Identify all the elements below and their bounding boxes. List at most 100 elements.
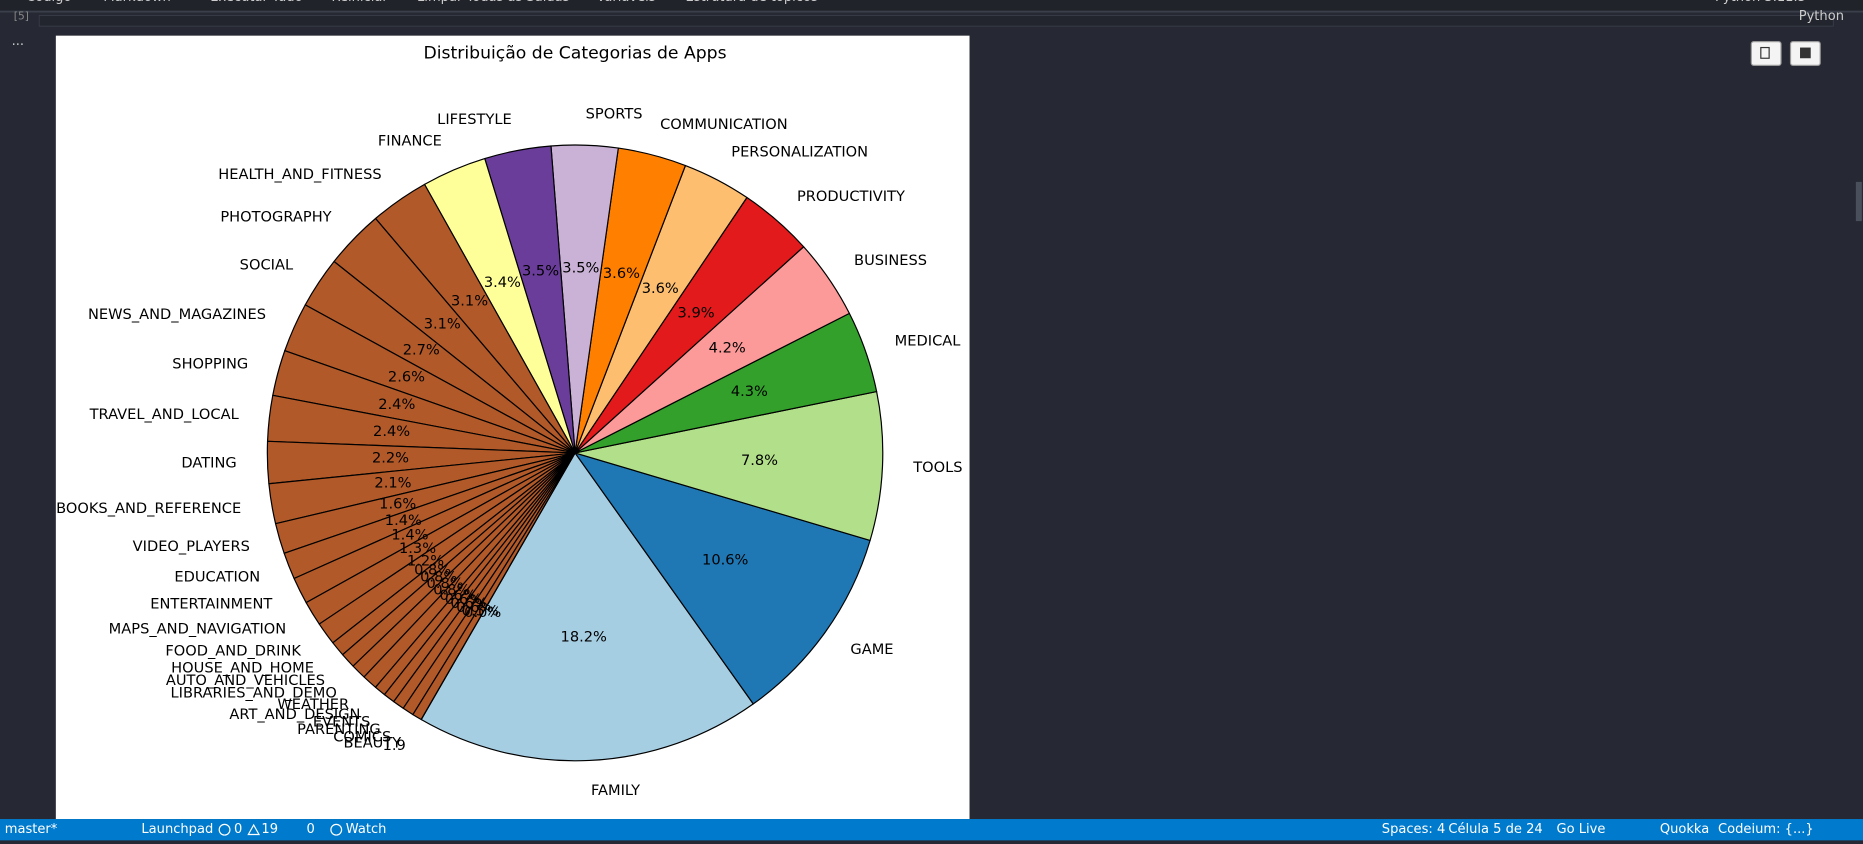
copy-button[interactable]: [1750, 41, 1782, 66]
slice-label: PERSONALIZATION: [731, 143, 868, 160]
percent-label: 1.2%: [407, 552, 444, 569]
branch[interactable]: master*: [5, 822, 58, 837]
slice-label: EDUCATION: [174, 568, 260, 585]
percent-label: 0.8%: [427, 575, 464, 592]
warning-icon: [247, 823, 261, 836]
pie-slice: [574, 452, 871, 705]
code-cell[interactable]: [38, 15, 1834, 27]
percent-label: 0.8%: [420, 568, 457, 585]
slice-label: AUTO_AND_VEHICLES: [166, 672, 325, 689]
bottom-edge: [0, 840, 1863, 844]
percent-label: 0.0%: [464, 604, 501, 621]
slice-label: BEAUTY: [343, 735, 401, 752]
percent-label: 0.6%: [451, 595, 488, 612]
slice-label: FAMILY: [591, 782, 640, 799]
pie-slice: [420, 452, 576, 721]
slice-label: SPORTS: [586, 105, 643, 122]
slice-label: MEDICAL: [895, 332, 962, 349]
slice-label: TRAVEL_AND_LOCAL: [89, 406, 240, 423]
quokka[interactable]: Quokka: [1660, 822, 1709, 837]
percent-label: 7.8%: [741, 452, 778, 469]
launchpad[interactable]: Launchpad: [141, 822, 213, 837]
watch-icon: [330, 823, 343, 836]
cell-position[interactable]: Célula 5 de 24: [1448, 822, 1542, 837]
port-count[interactable]: 0: [307, 822, 315, 837]
percent-label: 4.2%: [709, 339, 746, 356]
percent-label: 3.9%: [678, 304, 715, 321]
percent-label: 3.1%: [424, 316, 461, 333]
slice-label: GAME: [850, 641, 893, 658]
toolbar-items: Código Markdown Executar Tudo Reiniciar Limp…: [26, 0, 818, 5]
warning-count[interactable]: 19: [261, 822, 278, 837]
slice-label: TOOLS: [912, 459, 962, 476]
slice-label: FOOD_AND_DRINK: [165, 643, 301, 660]
slice-label: EVENTS: [313, 714, 371, 731]
chart-title: Distribuição de Categorias de Apps: [424, 43, 727, 63]
slice-label: VIDEO_PLAYERS: [133, 538, 250, 555]
slice-label: BOOKS_AND_REFERENCE: [56, 500, 241, 517]
percent-label: 0.6%: [456, 599, 493, 616]
percent-label: 3.4%: [484, 274, 521, 291]
toolbar-item[interactable]: Variáveis: [596, 0, 655, 5]
percent-label: 1.4%: [385, 512, 422, 529]
percent-label: 4.3%: [731, 383, 768, 400]
status-bar: [0, 819, 1863, 841]
slice-label: FINANCE: [378, 133, 442, 150]
percent-label: 3.6%: [603, 265, 640, 282]
output-menu[interactable]: ...: [12, 34, 24, 49]
slice-label: WEATHER: [277, 696, 349, 713]
copy-icon: [1760, 46, 1770, 59]
kernel-name[interactable]: Python 3.11.5: [1715, 0, 1806, 5]
percent-label: 0.5%: [462, 602, 499, 619]
percent-label: 0.8%: [414, 561, 451, 578]
pie-slice: [574, 390, 884, 542]
percent-label: 2.7%: [403, 342, 440, 359]
percent-label: 0.8%: [433, 581, 470, 598]
error-icon: [218, 823, 231, 836]
cell-language[interactable]: Python: [1799, 9, 1844, 24]
percent-label: 1.6%: [379, 495, 416, 512]
percent-label: 2.4%: [378, 396, 415, 413]
slice-label: COMICS: [333, 728, 391, 745]
percent-label: 2.4%: [373, 423, 410, 440]
slice-label: LIFESTYLE: [437, 111, 512, 128]
percent-label: 1.3%: [399, 540, 436, 557]
slice-label: HEALTH_AND_FITNESS: [218, 166, 381, 183]
slice-label: HOUSE_AND_HOME: [171, 659, 314, 676]
watch[interactable]: Watch: [346, 822, 387, 837]
slice-label: 1.9: [383, 737, 406, 754]
slice-label: COMMUNICATION: [660, 116, 788, 133]
slice-label: ENTERTAINMENT: [150, 595, 272, 612]
percent-label: 18.2%: [561, 628, 608, 645]
save-icon: [1800, 47, 1811, 59]
percent-label: 1.4%: [391, 527, 428, 544]
percent-label: 3.5%: [522, 262, 559, 279]
scrollbar-thumb[interactable]: [1855, 181, 1862, 222]
slice-label: BUSINESS: [854, 252, 927, 269]
percent-label: 2.6%: [388, 369, 425, 386]
percent-label: 3.5%: [562, 259, 599, 276]
toolbar-item[interactable]: Executar Tudo: [210, 0, 302, 5]
slice-label: PARENTING: [297, 721, 381, 738]
toolbar-item[interactable]: Markdown: [103, 0, 170, 5]
spaces[interactable]: Spaces: 4: [1382, 822, 1445, 837]
go-live[interactable]: Go Live: [1556, 822, 1605, 837]
percent-label: 3.1%: [451, 292, 488, 309]
error-count[interactable]: 0: [234, 822, 242, 837]
toolbar-item[interactable]: Reiniciar: [331, 0, 388, 5]
toolbar-item[interactable]: Limpar Todas as Saídas: [417, 0, 570, 5]
percent-label: 2.1%: [374, 474, 411, 491]
slice-label: ART_AND_DESIGN: [229, 706, 360, 723]
percent-label: 0.6%: [439, 587, 476, 604]
percent-label: 3.6%: [642, 280, 679, 297]
pie: FAMILY 18.2% GAME 10.6% TOOLS 7.8% MEDICAL 4.3%…: [56, 105, 962, 799]
percent-label: 10.6%: [702, 551, 749, 568]
slice-label: NEWS_AND_MAGAZINES: [88, 306, 266, 323]
slice-label: PHOTOGRAPHY: [220, 209, 331, 226]
codeium[interactable]: Codeium: {...}: [1718, 822, 1814, 837]
toolbar-border: [0, 10, 1863, 13]
percent-label: 0.6%: [445, 591, 482, 608]
toolbar-item[interactable]: Código: [26, 0, 71, 5]
slice-label: SOCIAL: [240, 257, 294, 274]
toolbar-item[interactable]: Estrutura de tópicos: [686, 0, 818, 5]
